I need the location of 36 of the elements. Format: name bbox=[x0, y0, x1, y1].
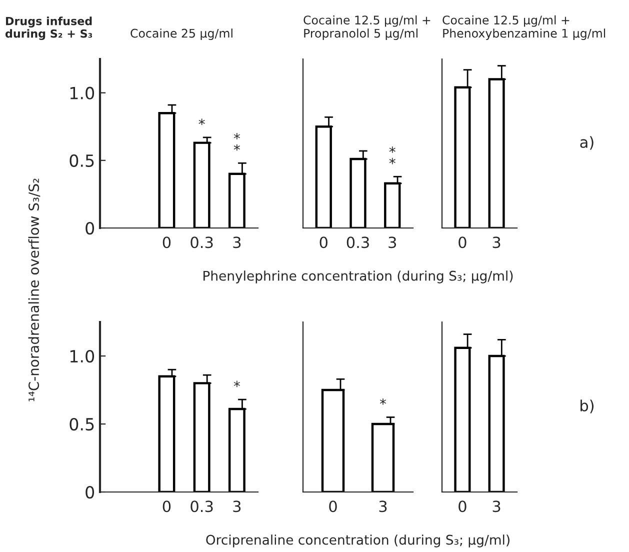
x-tick-label: 3 bbox=[233, 500, 241, 512]
x-tick-label: 0.3 bbox=[190, 500, 213, 512]
text: a) bbox=[580, 136, 594, 150]
x-axis-title: Orciprenaline concentration (during S₃; μg/ml) bbox=[206, 534, 510, 548]
x-axis-title: Phenylephrine concentration (during S₃; μg/ml) bbox=[204, 270, 513, 284]
y-tick-label: 0.5 bbox=[70, 154, 94, 167]
chart-title: Cocaine 12.5 μg/ml + Propranolol 5 μg/ml bbox=[304, 15, 430, 40]
x-tick-label: 3 bbox=[233, 236, 241, 248]
annotation: * bbox=[234, 380, 240, 388]
annotation: * * bbox=[389, 146, 396, 164]
x-tick-label: 0 bbox=[329, 500, 337, 512]
x-tick-label: 0 bbox=[162, 236, 171, 248]
x-tick-label: 3 bbox=[379, 500, 387, 512]
x-tick-label: 0 bbox=[162, 500, 171, 512]
y-tick-label: 0 bbox=[86, 486, 94, 499]
annotation: * bbox=[380, 398, 386, 405]
x-tick-label: 0 bbox=[458, 500, 466, 512]
text: Drugs infused during S₂ + S₃ bbox=[6, 16, 92, 40]
annotation: * bbox=[198, 118, 205, 125]
y-tick-label: 1.0 bbox=[70, 86, 94, 100]
chart-title: Cocaine 12.5 μg/ml + Phenoxybenzamine 1 μg/ml bbox=[442, 15, 606, 40]
x-tick-label: 3 bbox=[492, 500, 500, 512]
x-tick-label: 3 bbox=[388, 236, 396, 248]
annotation: * * bbox=[234, 133, 240, 151]
bar bbox=[193, 142, 210, 228]
x-tick-label: 0.3 bbox=[346, 236, 369, 248]
x-tick-label: 0.3 bbox=[190, 236, 213, 248]
chart-title: Cocaine 25 μg/ml bbox=[130, 28, 232, 40]
y-tick-label: 0.5 bbox=[70, 418, 94, 431]
y-axis-title: ¹⁴C-noradrenaline overflow S₃/S₂ bbox=[28, 178, 40, 402]
y-tick-label: 0 bbox=[86, 222, 94, 235]
y-tick-label: 1.0 bbox=[70, 350, 94, 363]
x-tick-label: 0 bbox=[320, 236, 328, 248]
x-tick-label: 3 bbox=[492, 236, 500, 248]
x-tick-label: 0 bbox=[458, 236, 466, 248]
text: b) bbox=[580, 400, 594, 414]
